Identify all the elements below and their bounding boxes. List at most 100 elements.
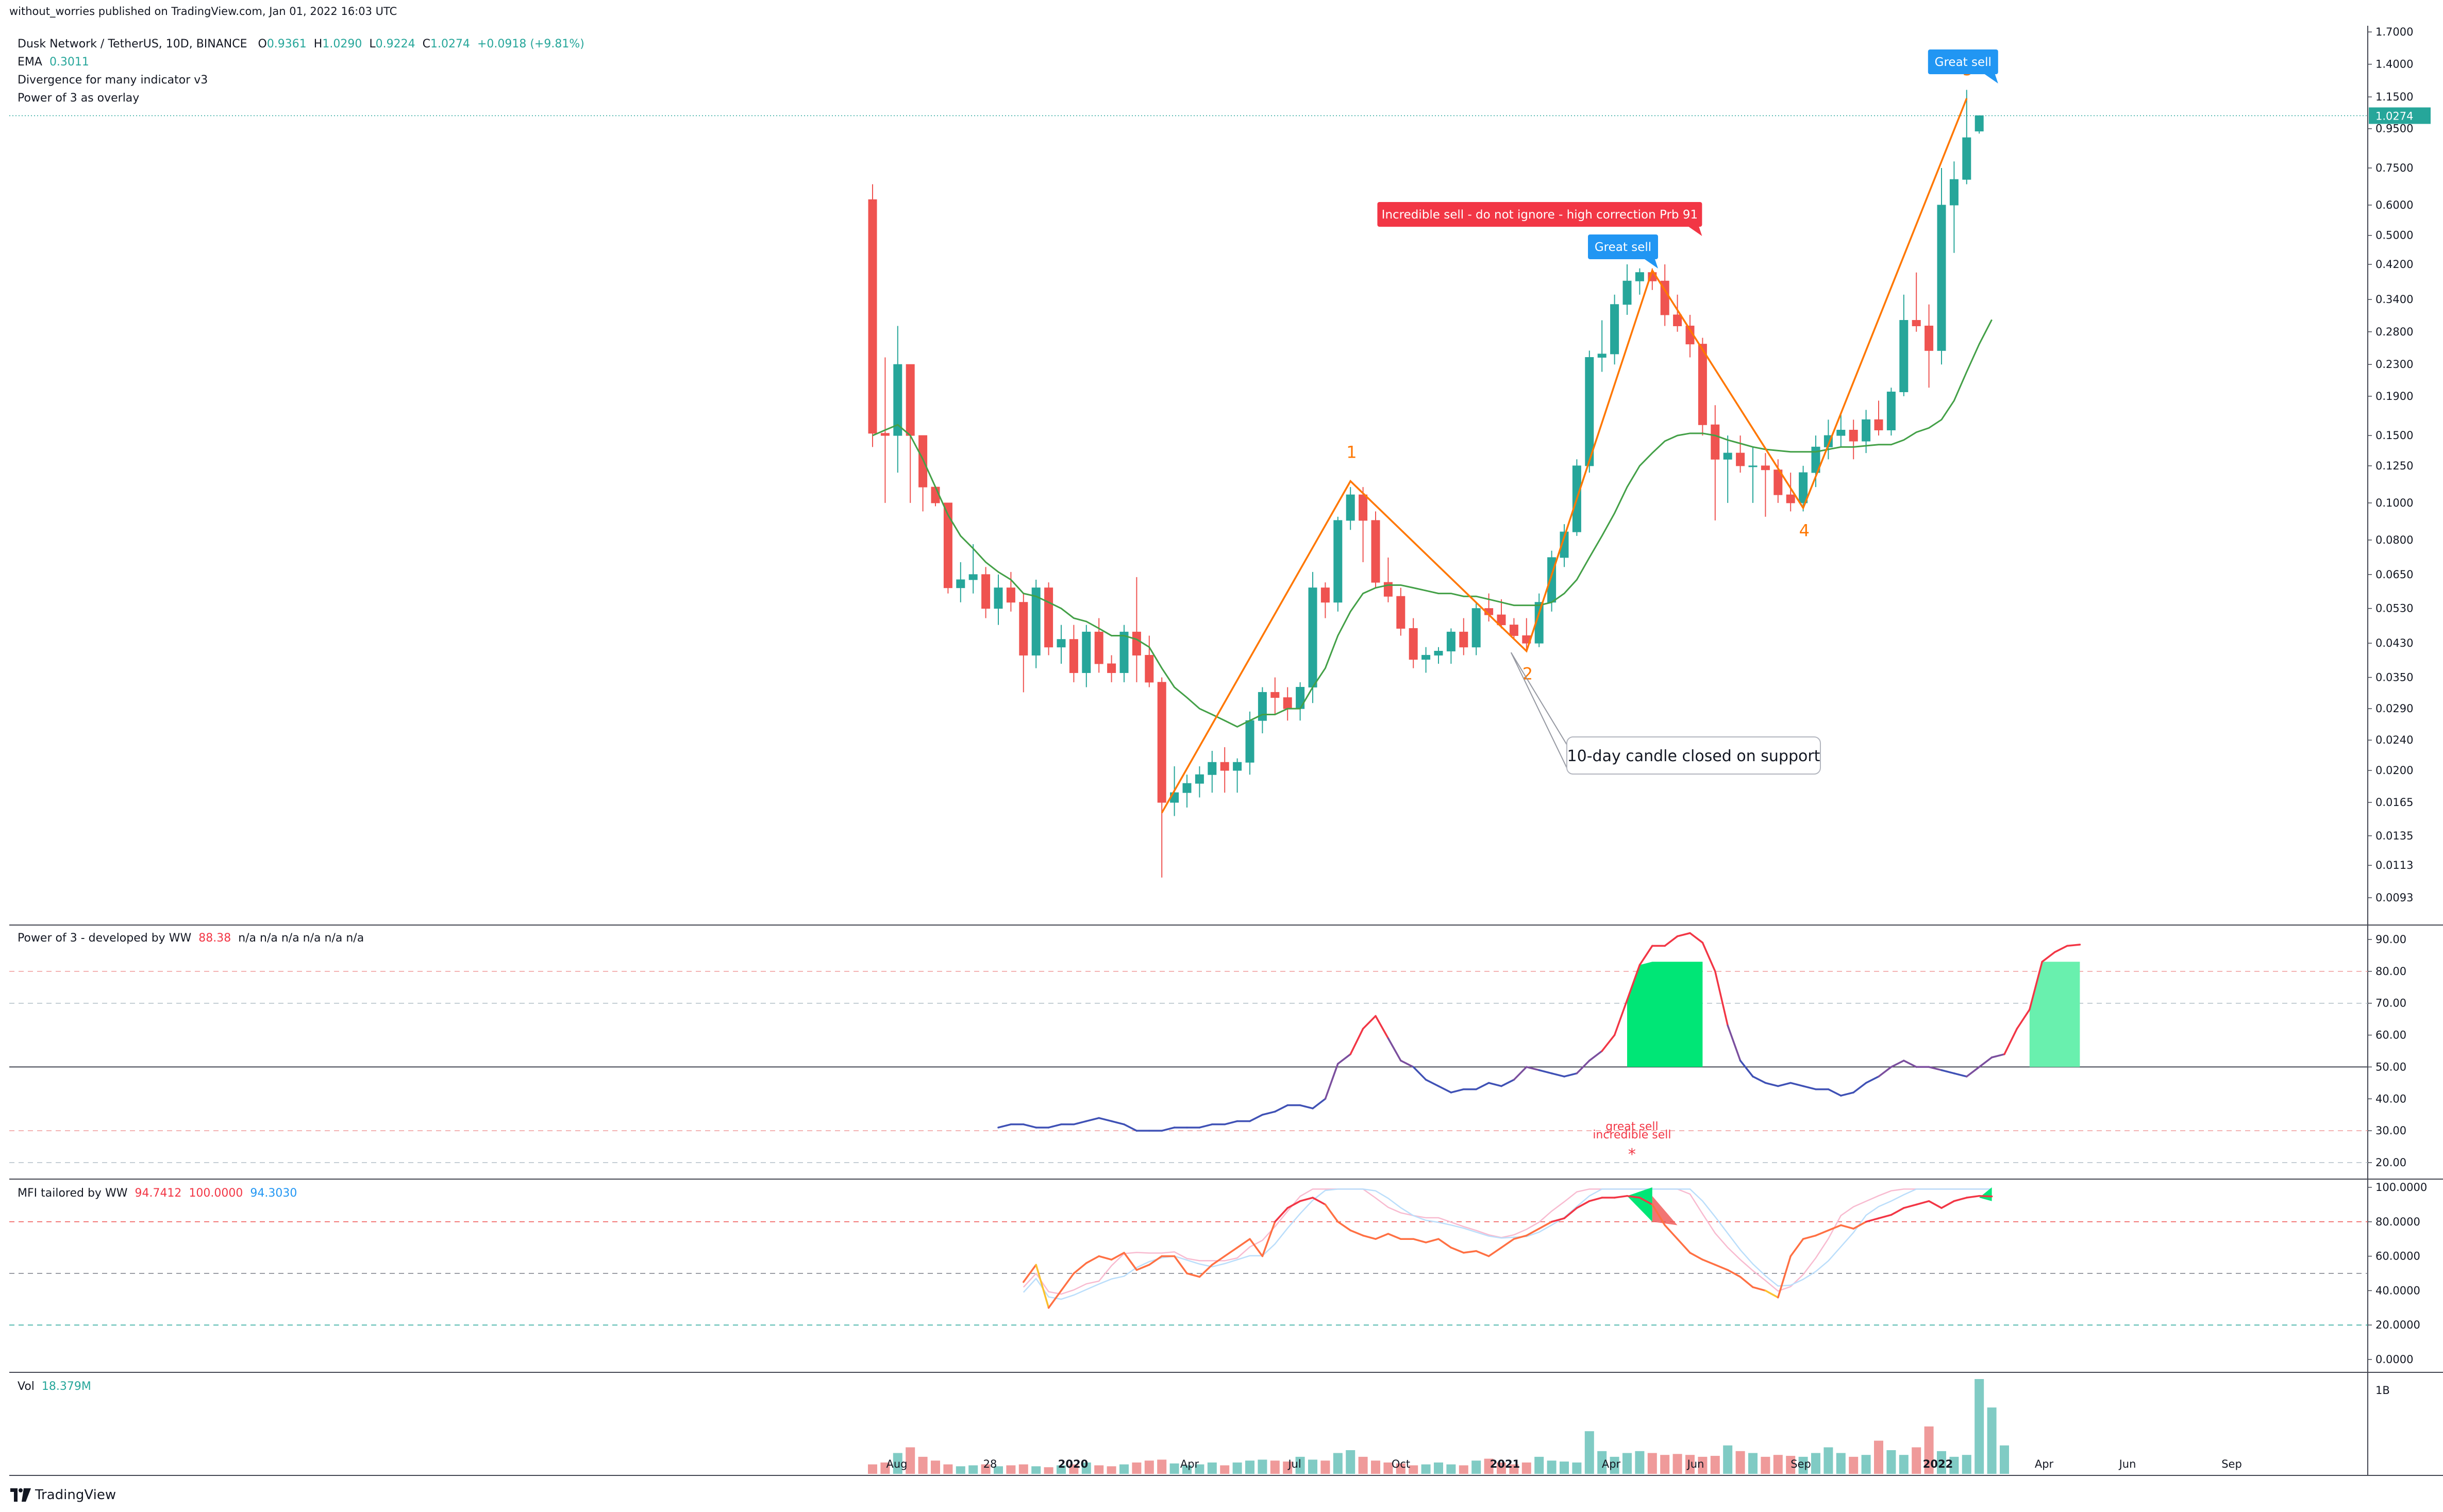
volume-bar <box>868 1464 877 1474</box>
price-tick-label: 1.1500 <box>2375 91 2413 103</box>
p3-line-segment <box>1978 1056 1993 1068</box>
candle-body <box>1597 354 1607 358</box>
great-sell-mid-pointer <box>1645 259 1658 268</box>
mfi-line-segment <box>1047 1289 1062 1309</box>
mfi-line-segment <box>1274 1207 1289 1223</box>
volume-bar <box>918 1456 928 1474</box>
candle-body <box>1886 391 1896 431</box>
price-tick-label: 0.1900 <box>2375 390 2413 402</box>
mfi-line-segment <box>1802 1234 1817 1240</box>
p3-line-segment <box>1274 1104 1289 1113</box>
volume-bar <box>1396 1463 1405 1474</box>
mfi-signal-blue <box>1023 1188 1992 1300</box>
p3-line-segment <box>1324 1063 1339 1100</box>
mfi-tick-label: 80.0000 <box>2375 1216 2420 1228</box>
p3-line-segment <box>1878 1066 1893 1078</box>
mfi-title: MFI tailored by WW <box>18 1187 128 1200</box>
candle-body <box>1912 320 1921 326</box>
volume-bar <box>1861 1455 1871 1474</box>
mfi-line-segment <box>1576 1200 1591 1209</box>
candle-body <box>1799 472 1808 503</box>
candle-body <box>994 587 1003 609</box>
candle-body <box>1409 628 1418 660</box>
candle-body <box>1031 587 1041 656</box>
p3-line-segment <box>1261 1111 1276 1116</box>
volume-bar <box>1811 1453 1820 1474</box>
price-tick-label: 0.0650 <box>2375 568 2413 581</box>
main-pane[interactable] <box>9 90 2368 878</box>
volume-bar <box>1547 1460 1557 1474</box>
candle-body <box>956 579 965 589</box>
time-tick-label: 2021 <box>1490 1458 1520 1470</box>
mfi-line-segment <box>1135 1264 1150 1271</box>
low-label: L <box>369 38 376 51</box>
volume-bar <box>1836 1453 1846 1474</box>
p3-great-sell: great sell <box>1605 1120 1658 1133</box>
volume-bar <box>1886 1450 1896 1474</box>
candle-body <box>1220 762 1229 771</box>
volume-bar <box>1119 1464 1129 1474</box>
volume-bar <box>1949 1456 1959 1474</box>
candle-body <box>893 364 902 436</box>
time-tick-label: Jun <box>1686 1458 1704 1470</box>
wave-label-4: 4 <box>1799 521 1810 541</box>
volume-bar <box>1560 1461 1569 1474</box>
volume-bar <box>956 1466 965 1474</box>
indicator-power3-overlay: Power of 3 as overlay <box>18 92 140 105</box>
volume-bar <box>1371 1460 1380 1474</box>
volume-pane[interactable] <box>868 1379 2009 1474</box>
mfi-legend: MFI tailored by WW 94.7412 100.0000 94.3… <box>18 1187 297 1200</box>
mfi-pane[interactable] <box>1023 1187 1993 1309</box>
volume-bar <box>1107 1466 1116 1474</box>
symbol-name: Dusk Network / TetherUS, 10D, BINANCE <box>18 38 247 51</box>
p3-line-segment <box>2053 945 2068 953</box>
p3-tick-label: 70.00 <box>2375 997 2406 1010</box>
mfi-line-segment <box>1664 1224 1679 1240</box>
candle-body <box>1396 596 1405 629</box>
candle-body <box>1208 762 1217 775</box>
p3-line-segment <box>1538 1069 1553 1074</box>
candle-body <box>918 435 928 488</box>
candle-body <box>1359 494 1368 521</box>
candle-body <box>1509 625 1518 636</box>
mfi-value-1: 94.7412 <box>135 1187 182 1200</box>
volume-bar <box>1660 1455 1670 1474</box>
volume-bar <box>1987 1407 1997 1474</box>
p3-line-segment <box>1475 1082 1490 1090</box>
time-tick-label: Oct <box>1392 1458 1410 1470</box>
candle-body <box>880 433 890 436</box>
candle-body <box>1308 587 1317 687</box>
main-legend: Dusk Network / TetherUS, 10D, BINANCE O0… <box>18 35 584 107</box>
price-tick-label: 0.7500 <box>2375 162 2413 174</box>
symbol-line: Dusk Network / TetherUS, 10D, BINANCE O0… <box>18 35 584 53</box>
price-tick-label: 0.0800 <box>2375 534 2413 546</box>
volume-bar <box>1698 1456 1708 1474</box>
p3-line-segment <box>1161 1127 1176 1132</box>
wave-label-2: 2 <box>1522 664 1533 683</box>
candle-body <box>1622 280 1632 305</box>
mfi-line-segment <box>1978 1195 1993 1198</box>
volume-bar <box>1057 1465 1066 1474</box>
p3-line-segment <box>1387 1037 1402 1062</box>
candle-body <box>1371 520 1380 583</box>
volume-bar <box>1195 1464 1204 1474</box>
mfi-line-segment <box>1173 1255 1188 1274</box>
time-tick-label: Apr <box>1180 1458 1199 1470</box>
price-tick-label: 0.6000 <box>2375 199 2413 211</box>
mfi-line-segment <box>1563 1207 1578 1219</box>
volume-bar <box>1081 1462 1091 1474</box>
volume-bar <box>1421 1464 1431 1474</box>
volume-bar <box>1270 1460 1280 1474</box>
p3-tick-label: 50.00 <box>2375 1061 2406 1073</box>
price-tick-label: 0.0200 <box>2375 764 2413 777</box>
tradingview-logo[interactable]: TradingView <box>10 1487 116 1503</box>
price-tick-label: 0.2800 <box>2375 326 2413 338</box>
power3-pane[interactable] <box>997 932 2081 1132</box>
p3-tick-label: 80.00 <box>2375 965 2406 978</box>
mfi-line-segment <box>1463 1250 1477 1254</box>
candle-body <box>1874 419 1883 431</box>
mfi-line-segment <box>1538 1221 1553 1230</box>
mfi-line-segment <box>1827 1224 1842 1232</box>
mfi-line-segment <box>1752 1286 1767 1292</box>
